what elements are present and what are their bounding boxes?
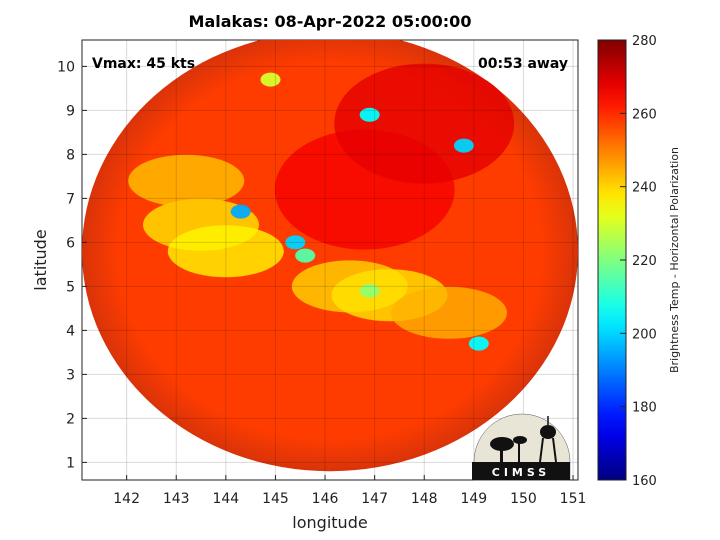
- colorbar-label: Brightness Temp - Horizontal Polarizatio…: [668, 147, 681, 373]
- y-tick-label-6: 6: [66, 235, 75, 251]
- time-away-annotation: 00:53 away: [478, 56, 568, 72]
- swath-feature-southwest-band: [128, 154, 245, 207]
- y-tick-label-1: 1: [66, 455, 75, 471]
- swath-feature-spot-144.3-6.7: [230, 204, 251, 219]
- x-tick-label-144: 144: [212, 491, 239, 507]
- y-tick-label-4: 4: [66, 323, 75, 339]
- swath-feature-spot-144.9-9.7: [260, 72, 281, 87]
- swath-feature-spot-148.8-8.2: [453, 138, 474, 153]
- x-tick-label-148: 148: [411, 491, 438, 507]
- chart-title: Malakas: 08-Apr-2022 05:00:00: [188, 12, 472, 31]
- swath-feature-spot-146.9-8.9: [359, 107, 380, 122]
- x-axis-label: longitude: [292, 513, 367, 532]
- y-tick-label-7: 7: [66, 191, 75, 207]
- y-tick-label-2: 2: [66, 411, 75, 427]
- colorbar-tick-label-280: 280: [632, 34, 657, 49]
- x-tick-label-151: 151: [560, 491, 587, 507]
- y-tick-label-8: 8: [66, 147, 75, 163]
- y-tick-label-3: 3: [66, 367, 75, 383]
- vmax-annotation: Vmax: 45 kts: [92, 56, 195, 72]
- colorbar-tick-label-200: 200: [632, 327, 657, 342]
- y-axis-label: latitude: [31, 229, 50, 290]
- brightness-swath: [82, 40, 578, 472]
- x-tick-label-150: 150: [510, 491, 537, 507]
- swath-feature-west-band-2: [167, 225, 284, 278]
- y-tick-label-9: 9: [66, 103, 75, 119]
- colorbar-ticks: 160 180 200 220 240 260 280: [620, 34, 657, 489]
- x-tick-label-145: 145: [262, 491, 289, 507]
- colorbar-tick-label-220: 220: [632, 254, 657, 269]
- colorbar-tick-label-160: 160: [632, 474, 657, 489]
- swath-feature-spot-145.5-5.7: [295, 248, 316, 263]
- colorbar-tick-label-260: 260: [632, 107, 657, 122]
- y-axis-ticks: 1 2 3 4 5 6 7 8 9 10: [57, 59, 87, 471]
- logo-text: CIMSS: [492, 466, 550, 479]
- swath-feature-spot-146.9-4.9: [359, 283, 380, 298]
- y-tick-label-10: 10: [57, 59, 75, 75]
- cimss-logo: CIMSS: [472, 413, 571, 481]
- swath-feature-spot-149.1-3.7: [468, 336, 489, 351]
- colorbar-tick-label-240: 240: [632, 181, 657, 196]
- grid-lines: [82, 40, 578, 480]
- x-tick-label-143: 143: [163, 491, 190, 507]
- x-tick-label-142: 142: [113, 491, 140, 507]
- x-axis-ticks: 142 143 144 145 146 147 148 149 150 151: [113, 475, 586, 507]
- colorbar-tick-label-180: 180: [632, 401, 657, 416]
- swath-feature-cold-north: [334, 63, 515, 184]
- x-tick-label-149: 149: [460, 491, 487, 507]
- swath-feature-spot-145.4-6.0: [285, 235, 306, 250]
- y-tick-label-5: 5: [66, 279, 75, 295]
- x-tick-label-147: 147: [361, 491, 388, 507]
- swath-feature-east-band: [391, 286, 507, 339]
- x-tick-label-146: 146: [312, 491, 339, 507]
